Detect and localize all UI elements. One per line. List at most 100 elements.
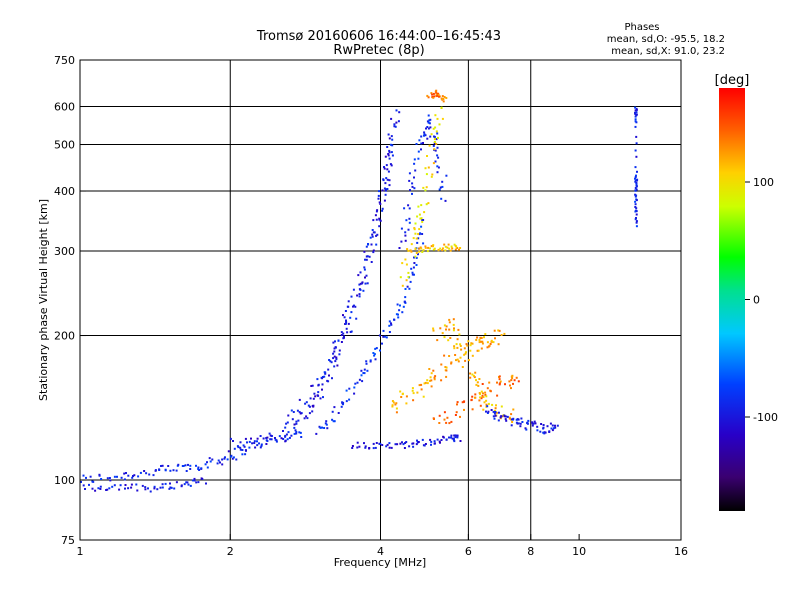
point-12-1031 [550, 427, 553, 430]
point-9-798 [456, 346, 459, 349]
point-5-523 [388, 446, 391, 449]
point-11-932 [478, 378, 481, 380]
point-14-1091 [635, 225, 638, 228]
point-2-180 [258, 442, 260, 445]
y-tick-label-4: 400 [54, 185, 75, 198]
point-0-22 [137, 475, 140, 478]
point-14-1087 [635, 213, 638, 216]
point-14-1072 [635, 183, 638, 186]
point-5-559 [450, 436, 452, 439]
point-14-1081 [635, 199, 638, 202]
point-3-390 [384, 182, 387, 185]
y-tick-label-6: 600 [54, 101, 75, 114]
point-6-595 [417, 157, 420, 160]
point-3-327 [322, 376, 324, 378]
point-11-900 [447, 339, 450, 342]
x-tick-label-1: 2 [227, 545, 234, 558]
point-0-91 [260, 443, 263, 446]
point-3-387 [377, 197, 380, 200]
point-3-339 [332, 341, 335, 344]
point-4-425 [345, 400, 348, 403]
y-tick-labels: 75 100 200 300 400 500 600 750 [54, 54, 86, 547]
point-7-659 [413, 227, 416, 230]
point-0-75 [239, 448, 242, 451]
point-8-732 [451, 247, 454, 250]
point-8-718 [432, 245, 434, 248]
point-4-472 [399, 304, 401, 307]
point-2-276 [376, 209, 379, 212]
point-3-314 [298, 411, 301, 414]
point-2-255 [352, 288, 355, 291]
point-9-825 [484, 333, 487, 336]
point-12-975 [493, 417, 496, 420]
point-0-36 [167, 465, 170, 467]
point-10-889 [512, 382, 514, 385]
point-0-32 [158, 469, 161, 471]
point-0-70 [231, 457, 234, 460]
point-3-382 [378, 217, 381, 220]
point-11-923 [469, 372, 472, 375]
point-5-539 [416, 439, 418, 442]
point-7-698 [440, 106, 443, 109]
point-3-320 [309, 397, 312, 400]
point-2-196 [287, 431, 290, 434]
point-1-142 [159, 486, 162, 489]
point-10-856 [461, 401, 464, 404]
point-1-154 [183, 483, 186, 486]
point-4-485 [410, 267, 413, 270]
point-10-892 [511, 374, 514, 377]
point-2-230 [334, 360, 337, 363]
point-3-373 [367, 243, 370, 246]
point-8-730 [448, 247, 451, 250]
point-9-817 [478, 341, 481, 344]
point-2-300 [393, 123, 396, 126]
point-3-359 [358, 295, 361, 298]
point-7-670 [425, 203, 428, 206]
point-9-768 [426, 382, 429, 385]
point-6-575 [404, 239, 407, 242]
point-5-504 [351, 447, 354, 449]
point-9-837 [503, 332, 506, 335]
point-2-188 [270, 435, 273, 437]
point-2-268 [370, 243, 373, 246]
point-2-280 [383, 199, 386, 202]
point-4-476 [404, 296, 407, 299]
point-7-694 [438, 123, 441, 126]
point-11-917 [463, 347, 466, 350]
point-12-986 [506, 415, 509, 418]
point-13-1053 [438, 95, 440, 98]
point-10-863 [479, 404, 482, 407]
point-8-712 [426, 250, 429, 253]
point-4-451 [375, 347, 378, 350]
point-9-835 [498, 329, 501, 332]
point-2-305 [395, 109, 398, 112]
point-9-772 [430, 372, 433, 375]
point-2-299 [394, 125, 397, 128]
point-3-344 [340, 331, 343, 334]
point-0-63 [219, 461, 221, 464]
point-6-621 [433, 135, 436, 138]
point-6-617 [428, 119, 431, 122]
point-4-455 [382, 335, 385, 338]
point-4-494 [416, 241, 419, 244]
point-0-8 [100, 478, 103, 480]
point-9-787 [444, 366, 447, 368]
point-4-414 [332, 420, 335, 423]
point-7-672 [427, 202, 430, 205]
point-9-829 [486, 341, 489, 344]
point-2-238 [334, 346, 337, 349]
point-12-1034 [551, 429, 554, 432]
point-3-391 [388, 184, 391, 187]
point-2-302 [393, 125, 396, 128]
point-3-395 [389, 163, 392, 166]
point-7-673 [424, 189, 427, 192]
point-10-864 [474, 396, 476, 399]
point-4-405 [315, 432, 318, 435]
point-2-201 [297, 419, 300, 422]
point-7-695 [441, 117, 444, 120]
point-9-761 [422, 395, 425, 398]
point-2-258 [359, 282, 362, 285]
point-11-954 [495, 411, 498, 414]
point-13-1047 [436, 94, 439, 97]
phase-info-x: mean, sd,X: 91.0, 23.2 [611, 46, 725, 57]
